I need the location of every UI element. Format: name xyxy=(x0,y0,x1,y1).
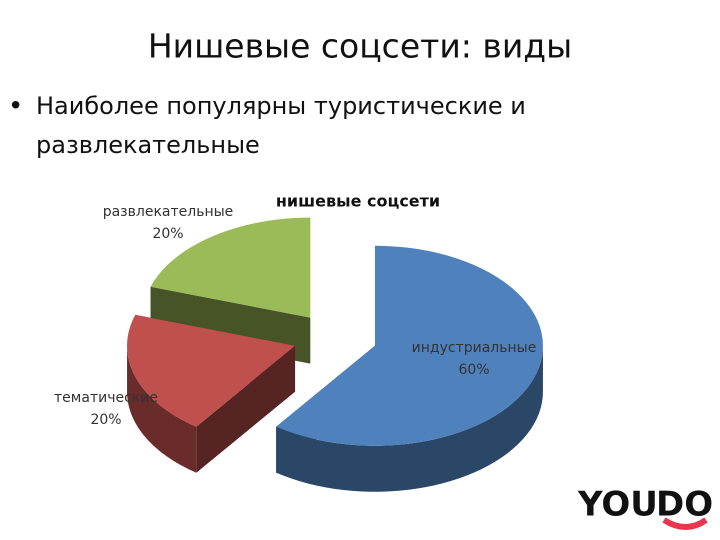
slice-value-label: 60% xyxy=(458,362,489,378)
slide-title: Нишевые соцсети: виды xyxy=(148,27,572,66)
slice xyxy=(127,314,296,427)
slice-label: развлекательные xyxy=(103,204,234,220)
bullet-text: развлекательные xyxy=(36,131,260,159)
bullet-text: Наиболее популярны туристические и xyxy=(36,92,526,120)
slice-value-label: 20% xyxy=(90,412,121,428)
chart-title: нишевые соцсети xyxy=(276,192,440,211)
slice xyxy=(150,217,311,318)
logo-smile xyxy=(662,517,708,530)
slice-value-label: 20% xyxy=(152,226,183,242)
slice xyxy=(276,245,543,446)
slice-label: индустриальные xyxy=(412,340,537,356)
slice-wall xyxy=(276,345,543,492)
logo: YOU xyxy=(577,485,658,525)
slice-label: тематические xyxy=(54,390,158,406)
bullet-dot: • xyxy=(8,92,23,122)
slice-wall xyxy=(127,345,197,473)
